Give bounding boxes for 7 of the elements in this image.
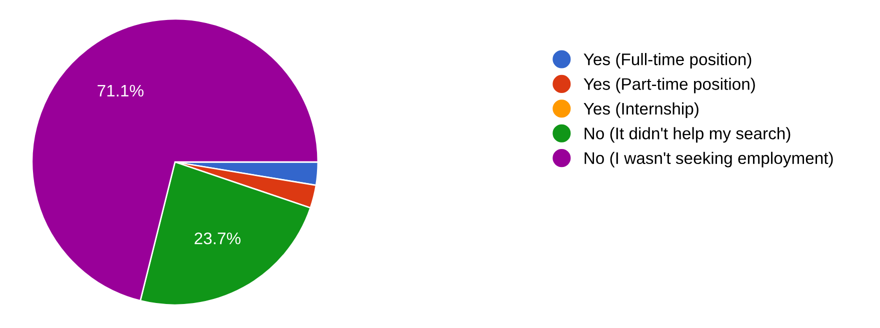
data-label: 23.7%	[194, 232, 241, 244]
data-label: 71.1%	[98, 84, 144, 97]
legend-label: Yes (Full-time position)	[584, 53, 752, 69]
legend-label: No (It didn't help my search)	[584, 127, 790, 143]
legend-label: Yes (Internship)	[584, 102, 698, 118]
legend-label: No (I wasn't seeking employment)	[584, 152, 833, 168]
legend-label: Yes (Part-time position)	[584, 78, 755, 94]
